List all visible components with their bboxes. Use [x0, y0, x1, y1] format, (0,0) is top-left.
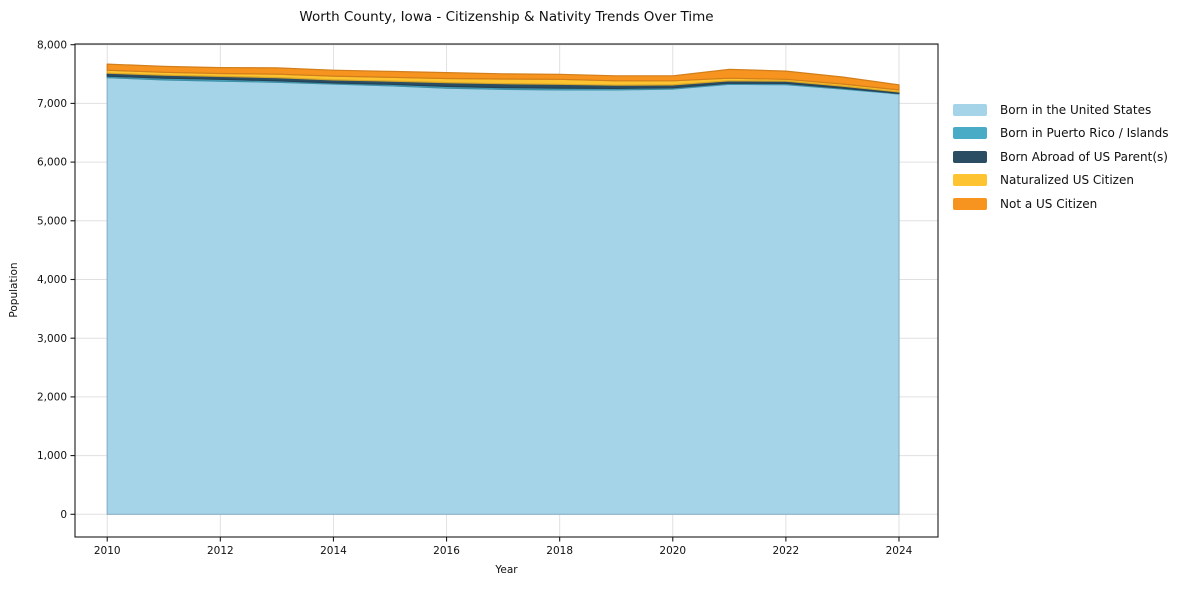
area-series-4 — [106, 63, 900, 91]
legend-label: Born in the United States — [1000, 102, 1152, 117]
legend-swatch-icon — [953, 150, 987, 163]
legend-label: Naturalized US Citizen — [1000, 173, 1134, 187]
legend-swatch-icon — [953, 197, 987, 210]
x-tick-label: 2024 — [886, 545, 913, 557]
y-tick-label: 8,000 — [37, 39, 67, 51]
legend-label: Born in Puerto Rico / Islands — [1000, 126, 1169, 140]
legend-item: Born in Puerto Rico / Islands — [953, 126, 1169, 140]
legend-item: Born in the United States — [953, 102, 1169, 117]
y-tick-label: 6,000 — [37, 157, 67, 169]
y-axis-label: Population — [8, 262, 20, 318]
legend-swatch-icon — [953, 103, 987, 116]
y-tick-label: 3,000 — [37, 333, 67, 345]
area-series-0 — [106, 77, 900, 515]
x-tick-label: 2010 — [94, 545, 121, 557]
y-tick-label: 2,000 — [37, 391, 67, 403]
y-tick-label: 0 — [60, 509, 67, 521]
y-tick-label: 5,000 — [37, 215, 67, 227]
legend-item: Naturalized US Citizen — [953, 173, 1169, 187]
area-series-group — [106, 63, 900, 515]
x-axis-label: Year — [495, 564, 518, 576]
x-tick-label: 2018 — [546, 545, 573, 557]
x-tick-label: 2022 — [773, 545, 800, 557]
y-tick-label: 4,000 — [37, 274, 67, 286]
x-tick-label: 2016 — [433, 545, 460, 557]
legend-item: Not a US Citizen — [953, 196, 1169, 211]
legend: Born in the United States Born in Puerto… — [953, 102, 1169, 211]
legend-label: Not a US Citizen — [1000, 196, 1098, 211]
legend-label: Born Abroad of US Parent(s) — [1000, 149, 1168, 164]
x-tick-label: 2020 — [659, 545, 686, 557]
legend-item: Born Abroad of US Parent(s) — [953, 149, 1169, 164]
x-tick-label: 2012 — [207, 545, 234, 557]
axis-ticks: 0 1,000 2,000 3,000 4,000 5,000 6,000 7,000 8,00… — [37, 39, 913, 557]
plot-border — [74, 43, 939, 538]
y-tick-label: 7,000 — [37, 98, 67, 110]
legend-swatch-icon — [953, 127, 987, 139]
y-tick-label: 1,000 — [37, 450, 67, 462]
x-tick-label: 2014 — [320, 545, 347, 557]
chart-title: Worth County, Iowa - Citizenship & Nativ… — [299, 9, 714, 25]
legend-swatch-icon — [953, 174, 987, 186]
